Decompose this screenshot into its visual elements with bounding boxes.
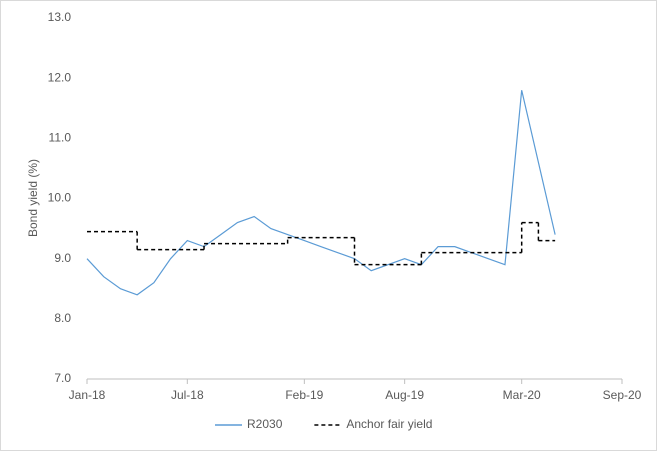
y-tick-label: 12.0: [48, 70, 72, 84]
x-tick-label: Jan-18: [69, 388, 106, 402]
x-tick-label: Sep-20: [603, 388, 642, 402]
legend-label: R2030: [247, 417, 283, 431]
x-tick-label: Feb-19: [285, 388, 323, 402]
legend-label: Anchor fair yield: [346, 417, 432, 431]
y-axis-label: Bond yield (%): [26, 159, 40, 237]
y-tick-label: 11.0: [49, 131, 72, 145]
series-line: [86, 90, 556, 296]
y-tick-label: 10.0: [48, 191, 72, 205]
x-tick-label: Aug-19: [385, 388, 424, 402]
y-tick-label: 8.0: [54, 311, 71, 325]
y-tick-label: 13.0: [48, 10, 72, 24]
x-tick-label: Mar-20: [503, 388, 541, 402]
y-tick-label: 9.0: [54, 251, 71, 265]
x-tick-label: Jul-18: [171, 388, 204, 402]
y-tick-label: 7.0: [54, 371, 71, 385]
